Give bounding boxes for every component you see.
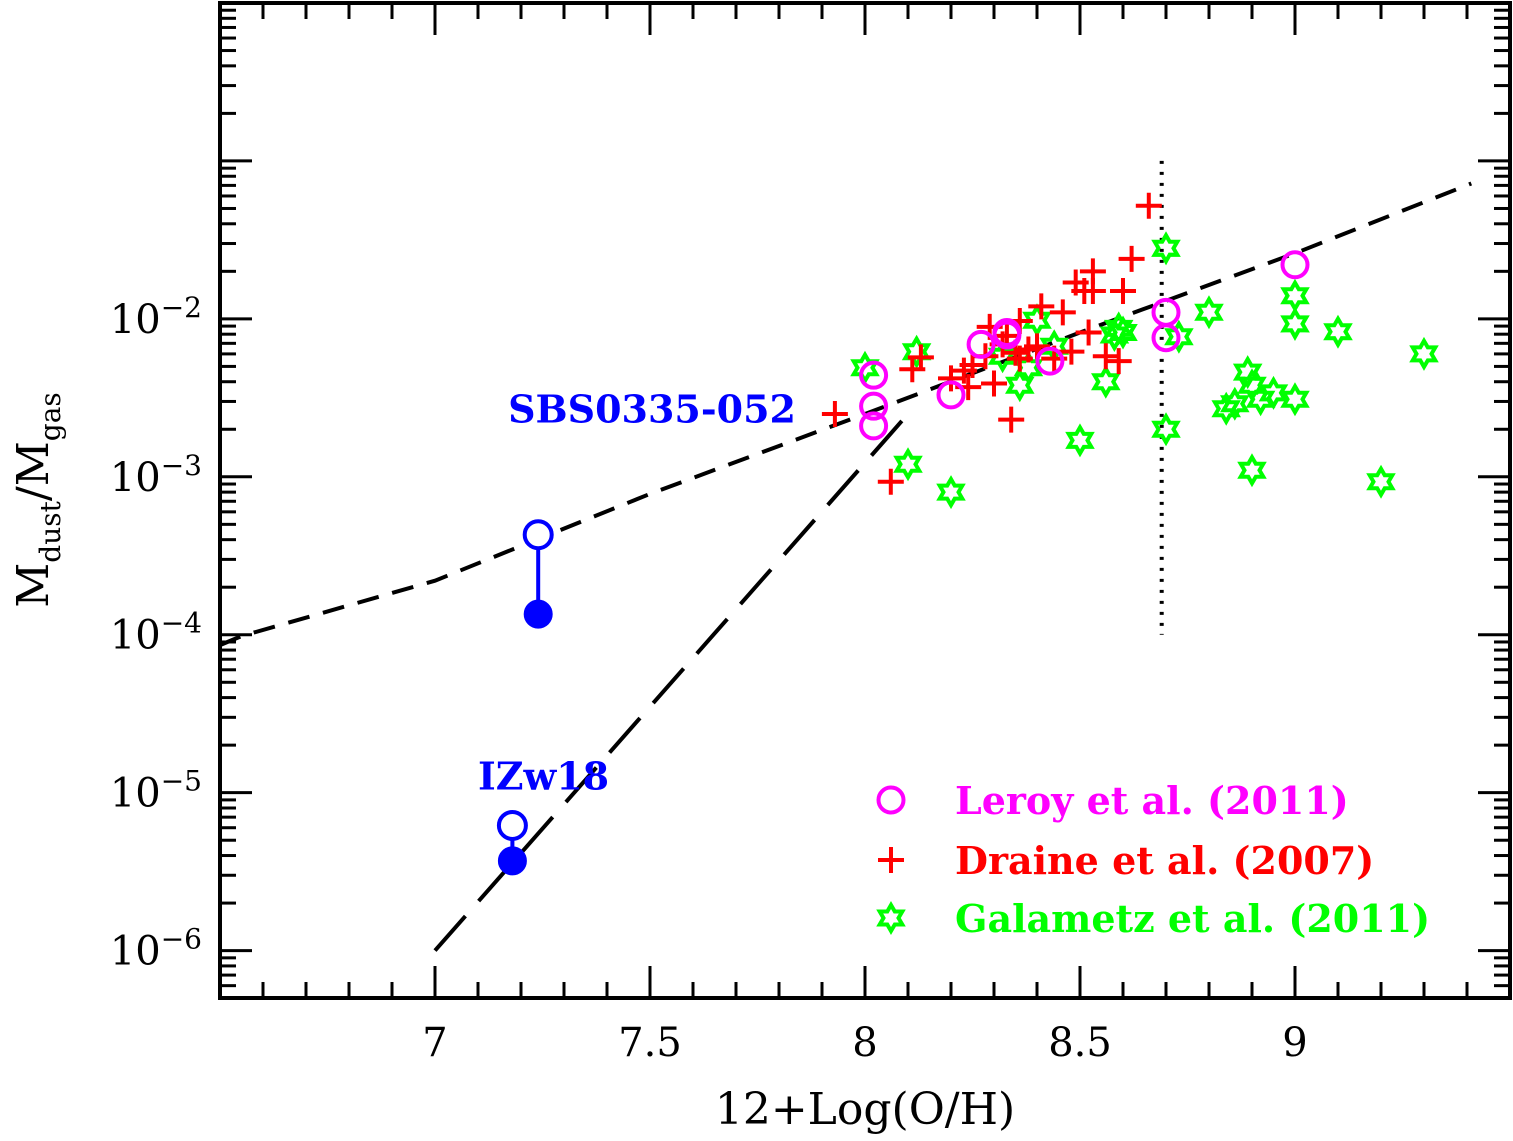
y-ticks: 10−2 10−3 10−4 10−5 10−6 [110, 8, 1510, 988]
y-tick-label: 10−4 [110, 607, 202, 659]
point-star-28 [1323, 314, 1353, 349]
x-ticks: 7 7.5 8 8.5 9 [261, 3, 1469, 1066]
point-plus-3 [907, 344, 934, 371]
point-plus-0 [821, 400, 848, 427]
point-star-20 [1232, 355, 1263, 390]
point-open-circle-4 [966, 329, 996, 359]
point-open-circle-2 [859, 411, 889, 441]
y-tick-label: 10−6 [110, 923, 202, 975]
point-plus-10 [981, 370, 1007, 397]
point-plus-29 [1105, 348, 1132, 375]
point-star-1 [893, 447, 923, 482]
point-plus-19 [1028, 293, 1055, 320]
galaxy-filled-marker [523, 599, 553, 629]
point-open-circle-10 [1280, 250, 1310, 280]
point-plus-21 [1049, 299, 1076, 326]
galaxy-label: SBS0335-052 [508, 387, 796, 432]
point-open-circle-7 [1035, 346, 1065, 376]
point-star-27 [1280, 382, 1310, 417]
legend-item: Galametz et al. (2011) [876, 896, 1430, 941]
point-star-13 [1108, 315, 1138, 350]
x-tick-label: 8 [852, 1020, 877, 1066]
legend: Leroy et al. (2011) Draine et al. (2007) G… [876, 778, 1430, 941]
point-plus-1 [877, 468, 904, 495]
point-star-16 [1164, 319, 1194, 354]
y-tick-label: 10−3 [110, 449, 202, 501]
galaxy-open-marker [522, 519, 554, 551]
point-star-23 [1245, 382, 1276, 417]
axes: 7 7.5 8 8.5 9 10−2 10−3 10−4 10−5 10−6 12+Log(O/H)… [8, 1, 1512, 1135]
point-star-22 [1237, 453, 1267, 488]
model-lines [220, 160, 1473, 952]
point-star-3 [936, 475, 966, 510]
x-tick-label: 7.5 [618, 1020, 682, 1066]
point-plus-27 [1079, 278, 1106, 305]
point-open-circle-8 [1151, 297, 1181, 327]
x-tick-label: 9 [1282, 1020, 1307, 1066]
point-star-30 [1409, 336, 1439, 371]
legend-label: Draine et al. (2007) [955, 838, 1374, 883]
point-star-24 [1258, 375, 1289, 410]
y-axis-title: Mdust/Mgas [8, 392, 67, 608]
point-plus-28 [1092, 343, 1119, 370]
point-open-circle-0 [859, 360, 889, 390]
galaxy-izw18: IZw18 [478, 753, 609, 876]
point-open-circle-9 [1151, 323, 1181, 353]
data-series [821, 192, 1439, 510]
legend-marker-open-circle [876, 785, 906, 815]
series-leroy [859, 250, 1310, 441]
galaxy-open-marker [496, 809, 528, 841]
point-star-19 [1220, 386, 1250, 421]
legend-label: Galametz et al. (2011) [955, 896, 1430, 941]
point-star-9 [1065, 423, 1095, 458]
point-star-15 [1151, 412, 1181, 447]
point-star-29 [1366, 464, 1396, 499]
line-short-dashed [220, 181, 1473, 647]
point-plus-25 [1075, 319, 1102, 346]
point-star-17 [1194, 295, 1224, 330]
point-star-10 [1091, 364, 1121, 399]
x-axis-title: 12+Log(O/H) [715, 1084, 1015, 1135]
point-star-14 [1151, 231, 1181, 266]
galaxy-filled-marker [497, 846, 527, 876]
point-plus-30 [1110, 278, 1136, 305]
y-tick-label: 10−5 [110, 765, 202, 817]
point-open-circle-1 [859, 391, 889, 421]
galaxy-label: IZw18 [478, 753, 609, 798]
x-tick-label: 7 [422, 1020, 447, 1066]
legend-marker-star [876, 900, 906, 936]
galaxy-sbs0335-052: SBS0335-052 [508, 387, 796, 629]
point-open-circle-6 [992, 317, 1022, 347]
point-star-7 [1022, 303, 1052, 338]
legend-item: Leroy et al. (2011) [876, 778, 1349, 823]
point-plus-22 [1058, 338, 1085, 365]
point-star-26 [1280, 306, 1310, 341]
point-star-25 [1280, 278, 1310, 313]
point-plus-31 [1118, 245, 1145, 272]
series-galametz [850, 231, 1439, 510]
point-open-circle-3 [936, 380, 966, 410]
point-star-2 [901, 334, 932, 369]
point-plus-13 [998, 406, 1025, 433]
point-plus-32 [1135, 192, 1162, 219]
legend-label: Leroy et al. (2011) [955, 778, 1349, 823]
line-long-dashed [433, 412, 910, 952]
legend-marker-plus [878, 847, 904, 873]
y-tick-label: 10−2 [110, 291, 202, 343]
point-star-18 [1211, 391, 1241, 426]
x-tick-label: 8.5 [1048, 1020, 1112, 1066]
highlighted-galaxies: SBS0335-052 IZw18 [478, 387, 796, 876]
legend-item: Draine et al. (2007) [878, 838, 1374, 883]
